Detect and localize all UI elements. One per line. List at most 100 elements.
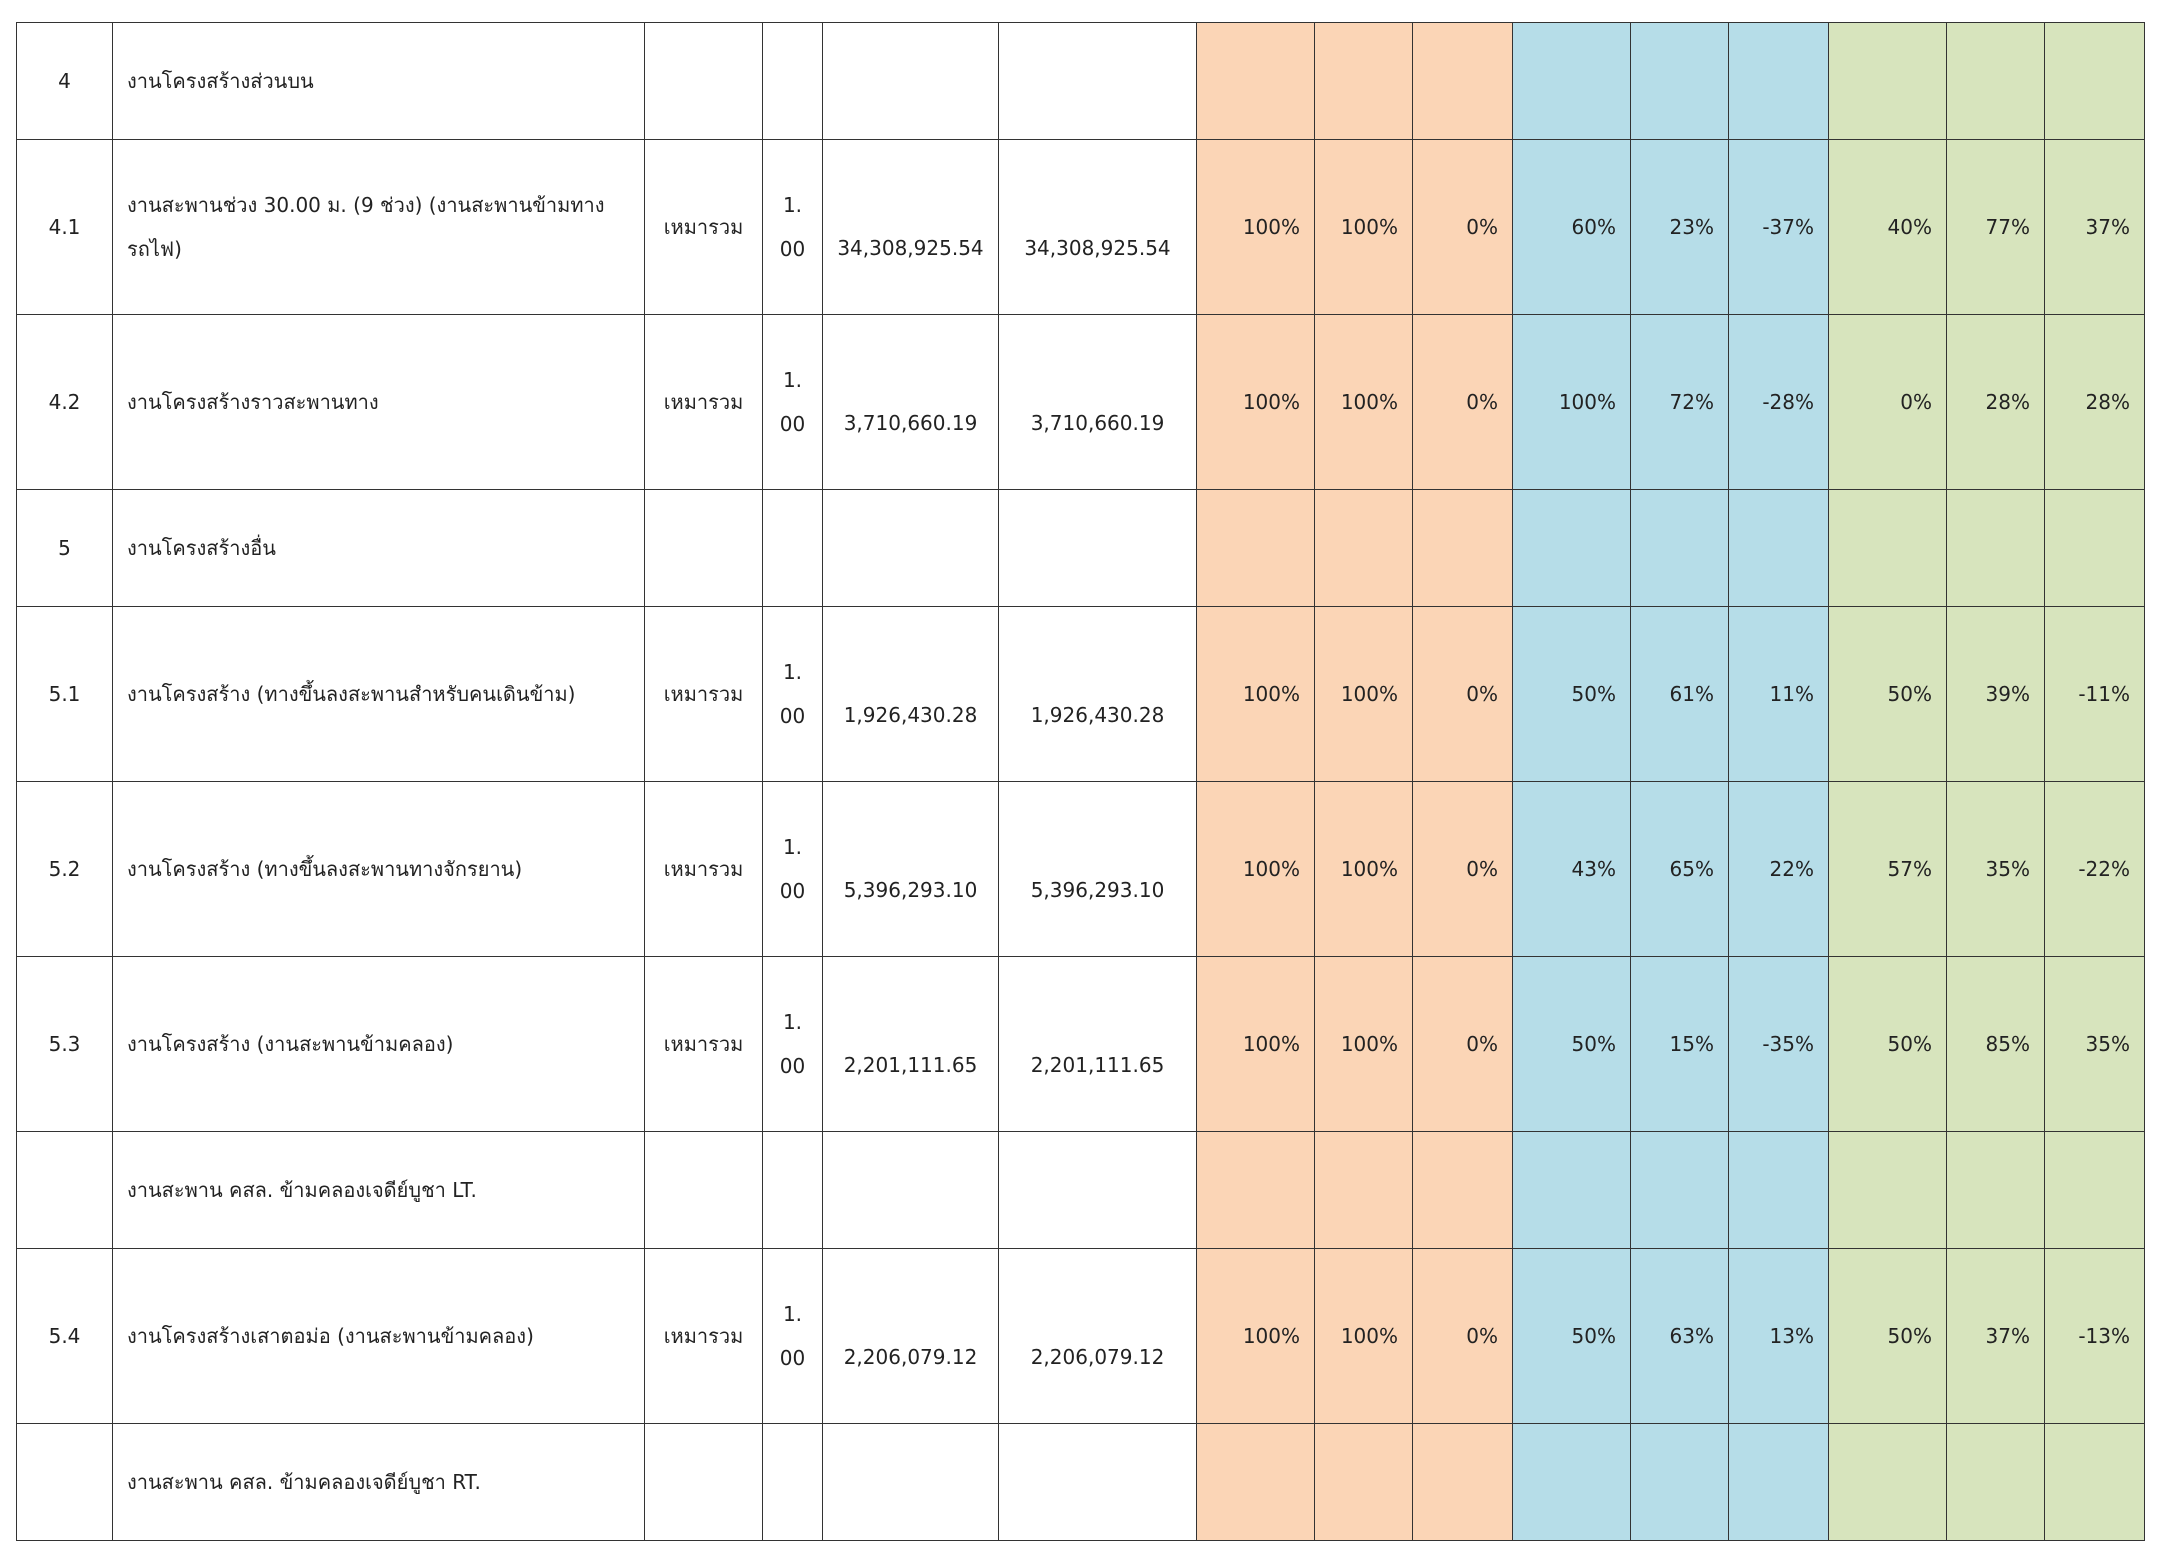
percent-cell (1412, 1131, 1513, 1249)
percent-cell (1512, 1131, 1631, 1249)
quantity-cell: 1. 00 (762, 956, 823, 1132)
quantity-cell: 1. 00 (762, 139, 823, 315)
percent-cell: -35% (1728, 956, 1829, 1132)
percent-cell: 100% (1314, 139, 1413, 315)
percent-cell: 0% (1412, 606, 1513, 782)
unit-cell (644, 1131, 763, 1249)
description-cell: งานโครงสร้าง (ทางขึ้นลงสะพานสำหรับคนเดิน… (112, 606, 645, 782)
item-number-cell: 5.3 (16, 956, 113, 1132)
amount-cell (998, 489, 1197, 607)
unit-price-cell (822, 22, 999, 140)
percent-cell: -37% (1728, 139, 1829, 315)
percent-cell: 11% (1728, 606, 1829, 782)
table-row: 4.2 งานโครงสร้างราวสะพานทาง เหมารวม 1. 00 3,… (16, 314, 2145, 490)
percent-cell: 28% (2044, 314, 2145, 490)
percent-cell (1630, 489, 1729, 607)
percent-cell: 0% (1412, 139, 1513, 315)
unit-price-cell: 1,926,430.28 (822, 606, 999, 782)
percent-cell (1512, 489, 1631, 607)
percent-cell: 23% (1630, 139, 1729, 315)
description-cell: งานโครงสร้างเสาตอม่อ (งานสะพานข้ามคลอง) (112, 1248, 645, 1424)
percent-cell: 37% (2044, 139, 2145, 315)
percent-cell (1196, 1131, 1315, 1249)
percent-cell: -22% (2044, 781, 2145, 957)
percent-cell (2044, 1131, 2145, 1249)
percent-cell (1828, 489, 1947, 607)
percent-cell (1314, 1131, 1413, 1249)
item-number-cell: 5.4 (16, 1248, 113, 1424)
unit-cell (644, 1423, 763, 1541)
percent-cell: 0% (1412, 314, 1513, 490)
quantity-cell (762, 489, 823, 607)
percent-cell: 43% (1512, 781, 1631, 957)
amount-cell (998, 22, 1197, 140)
percent-cell (1728, 22, 1829, 140)
quantity-cell (762, 1131, 823, 1249)
percent-cell: 100% (1196, 606, 1315, 782)
item-number-cell: 5.1 (16, 606, 113, 782)
unit-cell (644, 489, 763, 607)
table-row: 5.2 งานโครงสร้าง (ทางขึ้นลงสะพานทางจักรยา… (16, 781, 2145, 957)
description-cell: งานสะพาน คสล. ข้ามคลองเจดีย์บูชา RT. (112, 1423, 645, 1541)
item-number-cell: 5 (16, 489, 113, 607)
percent-cell: 100% (1196, 956, 1315, 1132)
percent-cell (1630, 22, 1729, 140)
percent-cell: 22% (1728, 781, 1829, 957)
section-row: 5 งานโครงสร้างอื่น (16, 489, 2145, 607)
table-row: 5.3 งานโครงสร้าง (งานสะพานข้ามคลอง) เหมารว… (16, 956, 2145, 1132)
percent-cell: 50% (1828, 1248, 1947, 1424)
percent-cell (1512, 22, 1631, 140)
item-number-cell: 5.2 (16, 781, 113, 957)
percent-cell (1946, 22, 2045, 140)
percent-cell: 50% (1512, 606, 1631, 782)
unit-price-cell (822, 1131, 999, 1249)
quantity-cell: 1. 00 (762, 1248, 823, 1424)
percent-cell: -13% (2044, 1248, 2145, 1424)
percent-cell: 100% (1314, 606, 1413, 782)
percent-cell: 40% (1828, 139, 1947, 315)
unit-price-cell (822, 489, 999, 607)
description-cell: งานสะพาน คสล. ข้ามคลองเจดีย์บูชา LT. (112, 1131, 645, 1249)
percent-cell: 50% (1512, 1248, 1631, 1424)
percent-cell: 13% (1728, 1248, 1829, 1424)
percent-cell (1946, 1423, 2045, 1541)
amount-cell (998, 1423, 1197, 1541)
section-row: งานสะพาน คสล. ข้ามคลองเจดีย์บูชา RT. (16, 1423, 2145, 1541)
quantity-cell: 1. 00 (762, 314, 823, 490)
unit-price-cell: 2,206,079.12 (822, 1248, 999, 1424)
amount-cell: 5,396,293.10 (998, 781, 1197, 957)
percent-cell: 100% (1314, 956, 1413, 1132)
unit-price-cell: 2,201,111.65 (822, 956, 999, 1132)
amount-cell: 1,926,430.28 (998, 606, 1197, 782)
percent-cell: 50% (1828, 606, 1947, 782)
percent-cell: 65% (1630, 781, 1729, 957)
percent-cell: 0% (1828, 314, 1947, 490)
description-cell: งานโครงสร้างส่วนบน (112, 22, 645, 140)
percent-cell (1314, 22, 1413, 140)
amount-cell: 34,308,925.54 (998, 139, 1197, 315)
percent-cell (1828, 1423, 1947, 1541)
percent-cell: 77% (1946, 139, 2045, 315)
percent-cell: 15% (1630, 956, 1729, 1132)
percent-cell (1314, 489, 1413, 607)
item-number-cell (16, 1131, 113, 1249)
section-row: 4 งานโครงสร้างส่วนบน (16, 22, 2145, 140)
unit-cell (644, 22, 763, 140)
unit-price-cell: 3,710,660.19 (822, 314, 999, 490)
percent-cell (2044, 1423, 2145, 1541)
quantity-cell (762, 1423, 823, 1541)
percent-cell: 72% (1630, 314, 1729, 490)
percent-cell: 0% (1412, 1248, 1513, 1424)
description-cell: งานโครงสร้าง (งานสะพานข้ามคลอง) (112, 956, 645, 1132)
percent-cell: 100% (1196, 314, 1315, 490)
percent-cell (1828, 22, 1947, 140)
table-row: 5.4 งานโครงสร้างเสาตอม่อ (งานสะพานข้ามคลอ… (16, 1248, 2145, 1424)
unit-cell: เหมารวม (644, 314, 763, 490)
percent-cell (2044, 22, 2145, 140)
percent-cell: 0% (1412, 781, 1513, 957)
percent-cell (1728, 1423, 1829, 1541)
unit-cell: เหมารวม (644, 139, 763, 315)
percent-cell (1196, 489, 1315, 607)
percent-cell: -28% (1728, 314, 1829, 490)
percent-cell (1314, 1423, 1413, 1541)
